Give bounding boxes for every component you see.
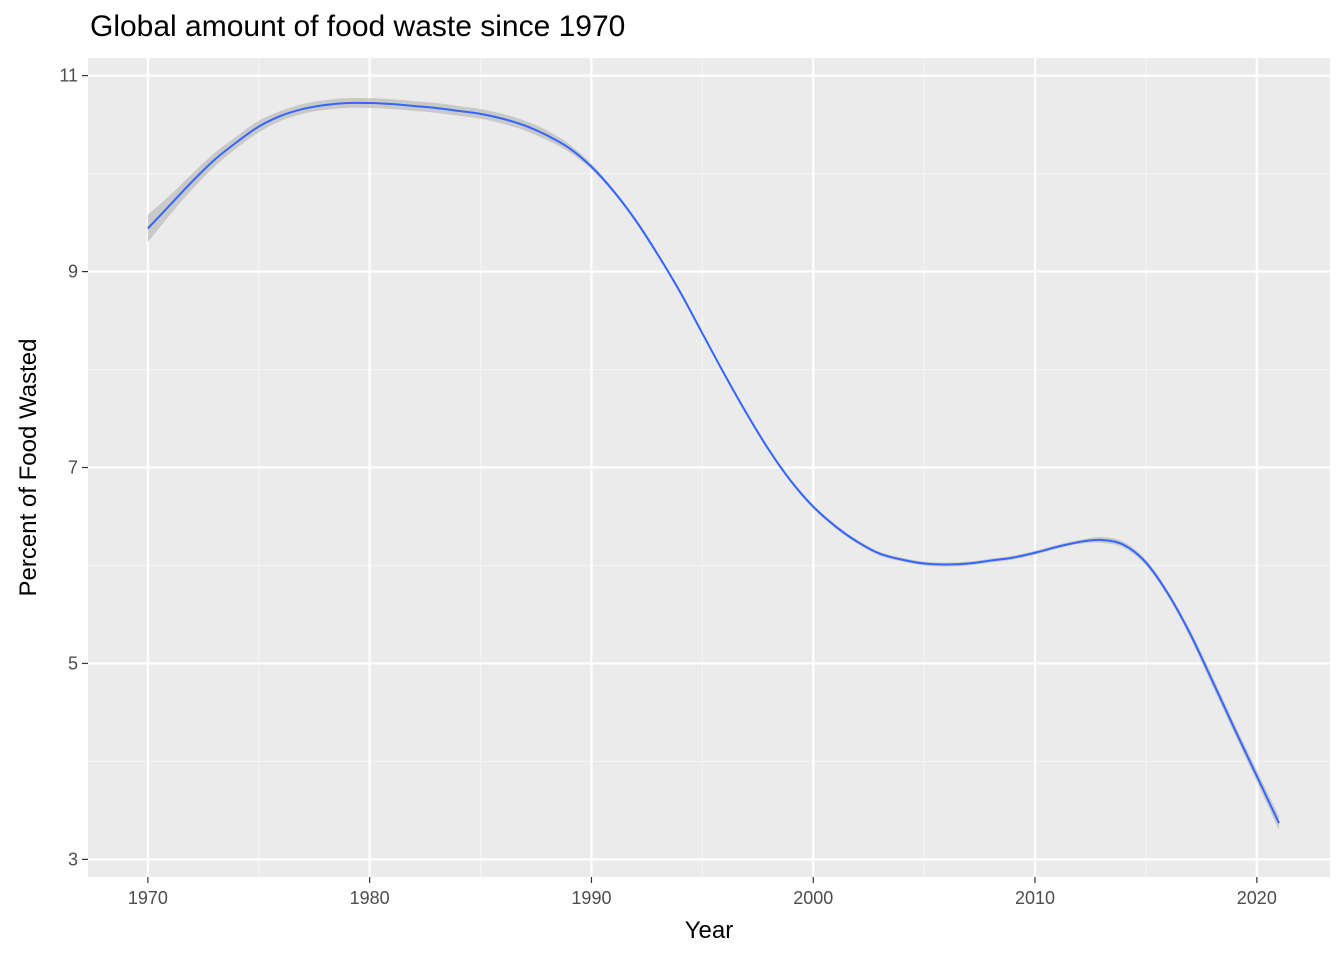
y-tick-label: 7 [68,458,78,478]
chart-title: Global amount of food waste since 1970 [90,10,626,43]
y-axis: 3 5 7 9 11 [59,66,88,869]
x-tick-label: 2000 [793,888,833,908]
y-axis-title: Percent of Food Wasted [15,339,42,597]
y-tick-label: 11 [59,66,78,86]
y-tick-label: 9 [68,262,78,282]
x-axis: 1970 1980 1990 2000 2010 2020 [128,877,1277,908]
x-tick-label: 1970 [128,888,168,908]
major-grid [88,58,1330,877]
x-tick-label: 1980 [350,888,390,908]
minor-grid [88,58,1330,877]
x-tick-label: 2020 [1237,888,1277,908]
trend-line [147,101,1280,824]
x-tick-label: 2010 [1015,888,1055,908]
y-tick-label: 3 [68,849,78,869]
x-axis-title: Year [685,917,734,944]
x-tick-label: 1990 [571,888,611,908]
y-tick-label: 5 [68,653,78,673]
